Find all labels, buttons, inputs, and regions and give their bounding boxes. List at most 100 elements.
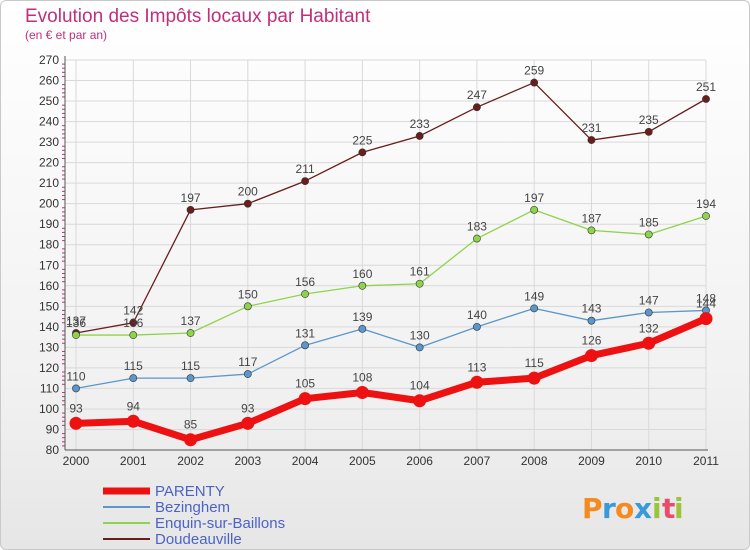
data-point (473, 234, 481, 243)
data-point (644, 127, 653, 136)
data-label: 156 (295, 275, 315, 289)
data-label: 231 (581, 121, 601, 135)
data-label: 105 (295, 377, 315, 391)
data-point (527, 371, 541, 385)
series-line-enquin-sur-baillons (75, 209, 707, 336)
data-point (243, 302, 252, 311)
data-point (587, 136, 596, 144)
chart-title: Evolution des Impôts locaux par Habitant (25, 6, 371, 27)
y-tick-label: 160 (39, 279, 59, 293)
data-label: 108 (352, 371, 372, 385)
data-label: 143 (581, 302, 601, 316)
y-axis: 80 90 100 110 120 130 140 150 160 170 180 190 200 210… (39, 53, 66, 457)
data-point (243, 370, 252, 378)
data-label: 140 (467, 308, 487, 322)
x-tick-label: 2002 (177, 454, 204, 468)
data-label: 136 (123, 316, 143, 330)
y-tick-label: 200 (39, 197, 59, 211)
data-point (358, 148, 367, 157)
data-point (186, 205, 195, 214)
data-point (413, 394, 427, 408)
data-point (129, 331, 138, 339)
data-label: 115 (181, 359, 200, 373)
data-label: 148 (696, 291, 716, 305)
data-point (415, 343, 424, 352)
series-line-doudeauville (75, 81, 707, 334)
data-point (301, 290, 309, 298)
data-point (415, 279, 424, 288)
data-point (243, 199, 252, 208)
y-tick-label: 190 (39, 217, 59, 231)
data-point (473, 322, 481, 331)
data-label: 94 (127, 399, 141, 413)
logo-letter: t (662, 492, 675, 525)
x-tick-label: 2008 (521, 454, 548, 468)
data-label: 113 (467, 360, 486, 374)
series-lines (69, 78, 713, 447)
y-tick-label: 150 (39, 299, 59, 313)
data-label: 233 (410, 117, 430, 131)
data-point (530, 304, 539, 313)
data-point (301, 341, 309, 350)
data-point (358, 281, 367, 290)
data-label: 235 (639, 113, 659, 127)
data-label: 225 (352, 133, 372, 147)
legend-label: Enquin-sur-Baillons (155, 515, 285, 532)
legend-label: Bezinghem (155, 499, 230, 516)
data-label: 194 (696, 197, 716, 211)
data-point (186, 374, 195, 383)
data-label: 147 (639, 293, 659, 307)
y-tick-label: 120 (39, 361, 59, 375)
y-tick-label: 80 (46, 443, 60, 457)
y-tick-label: 140 (39, 320, 59, 334)
x-tick-label: 2010 (635, 454, 662, 468)
data-point (587, 226, 596, 235)
data-point (644, 308, 653, 317)
x-tick-label: 2003 (234, 454, 261, 468)
data-label: 104 (410, 379, 430, 393)
data-label: 85 (184, 418, 198, 432)
data-label: 150 (238, 287, 258, 301)
data-label: 200 (238, 185, 258, 199)
data-label: 115 (525, 356, 544, 370)
data-label: 185 (639, 215, 659, 229)
data-point (298, 392, 312, 406)
y-tick-label: 170 (39, 258, 59, 272)
data-point (702, 95, 710, 103)
data-label: 144 (696, 297, 716, 311)
data-point (301, 177, 309, 186)
data-point (241, 416, 255, 430)
y-tick-label: 130 (39, 340, 59, 354)
data-label: 93 (69, 401, 83, 415)
data-label: 160 (352, 267, 372, 281)
data-label: 136 (66, 316, 86, 330)
data-label: 142 (123, 304, 143, 318)
logo-letter: i (652, 492, 662, 525)
data-label: 197 (181, 191, 201, 205)
data-point (72, 384, 80, 393)
logo-letter: r (602, 492, 616, 525)
data-label: 126 (581, 334, 601, 348)
y-tick-label: 250 (39, 94, 59, 108)
data-point (355, 386, 369, 400)
y-tick-label: 90 (46, 422, 60, 436)
data-point (358, 324, 367, 333)
logo-letter: o (615, 492, 634, 525)
logo-letter: i (674, 492, 684, 525)
y-tick-label: 210 (39, 176, 59, 190)
data-point (72, 331, 80, 339)
y-tick-label: 110 (40, 381, 59, 395)
data-point (644, 230, 653, 239)
x-tick-label: 2000 (63, 454, 90, 468)
legend: PARENTYBezinghemEnquin-sur-BaillonsDoude… (103, 483, 285, 548)
data-label: 131 (295, 326, 315, 340)
x-tick-label: 2007 (464, 454, 491, 468)
series-line-bezinghem (75, 307, 707, 390)
series-line-parenty (72, 315, 710, 444)
data-label: 137 (66, 314, 86, 328)
data-point (702, 212, 710, 220)
x-tick-label: 2006 (406, 454, 433, 468)
data-point (470, 375, 484, 389)
